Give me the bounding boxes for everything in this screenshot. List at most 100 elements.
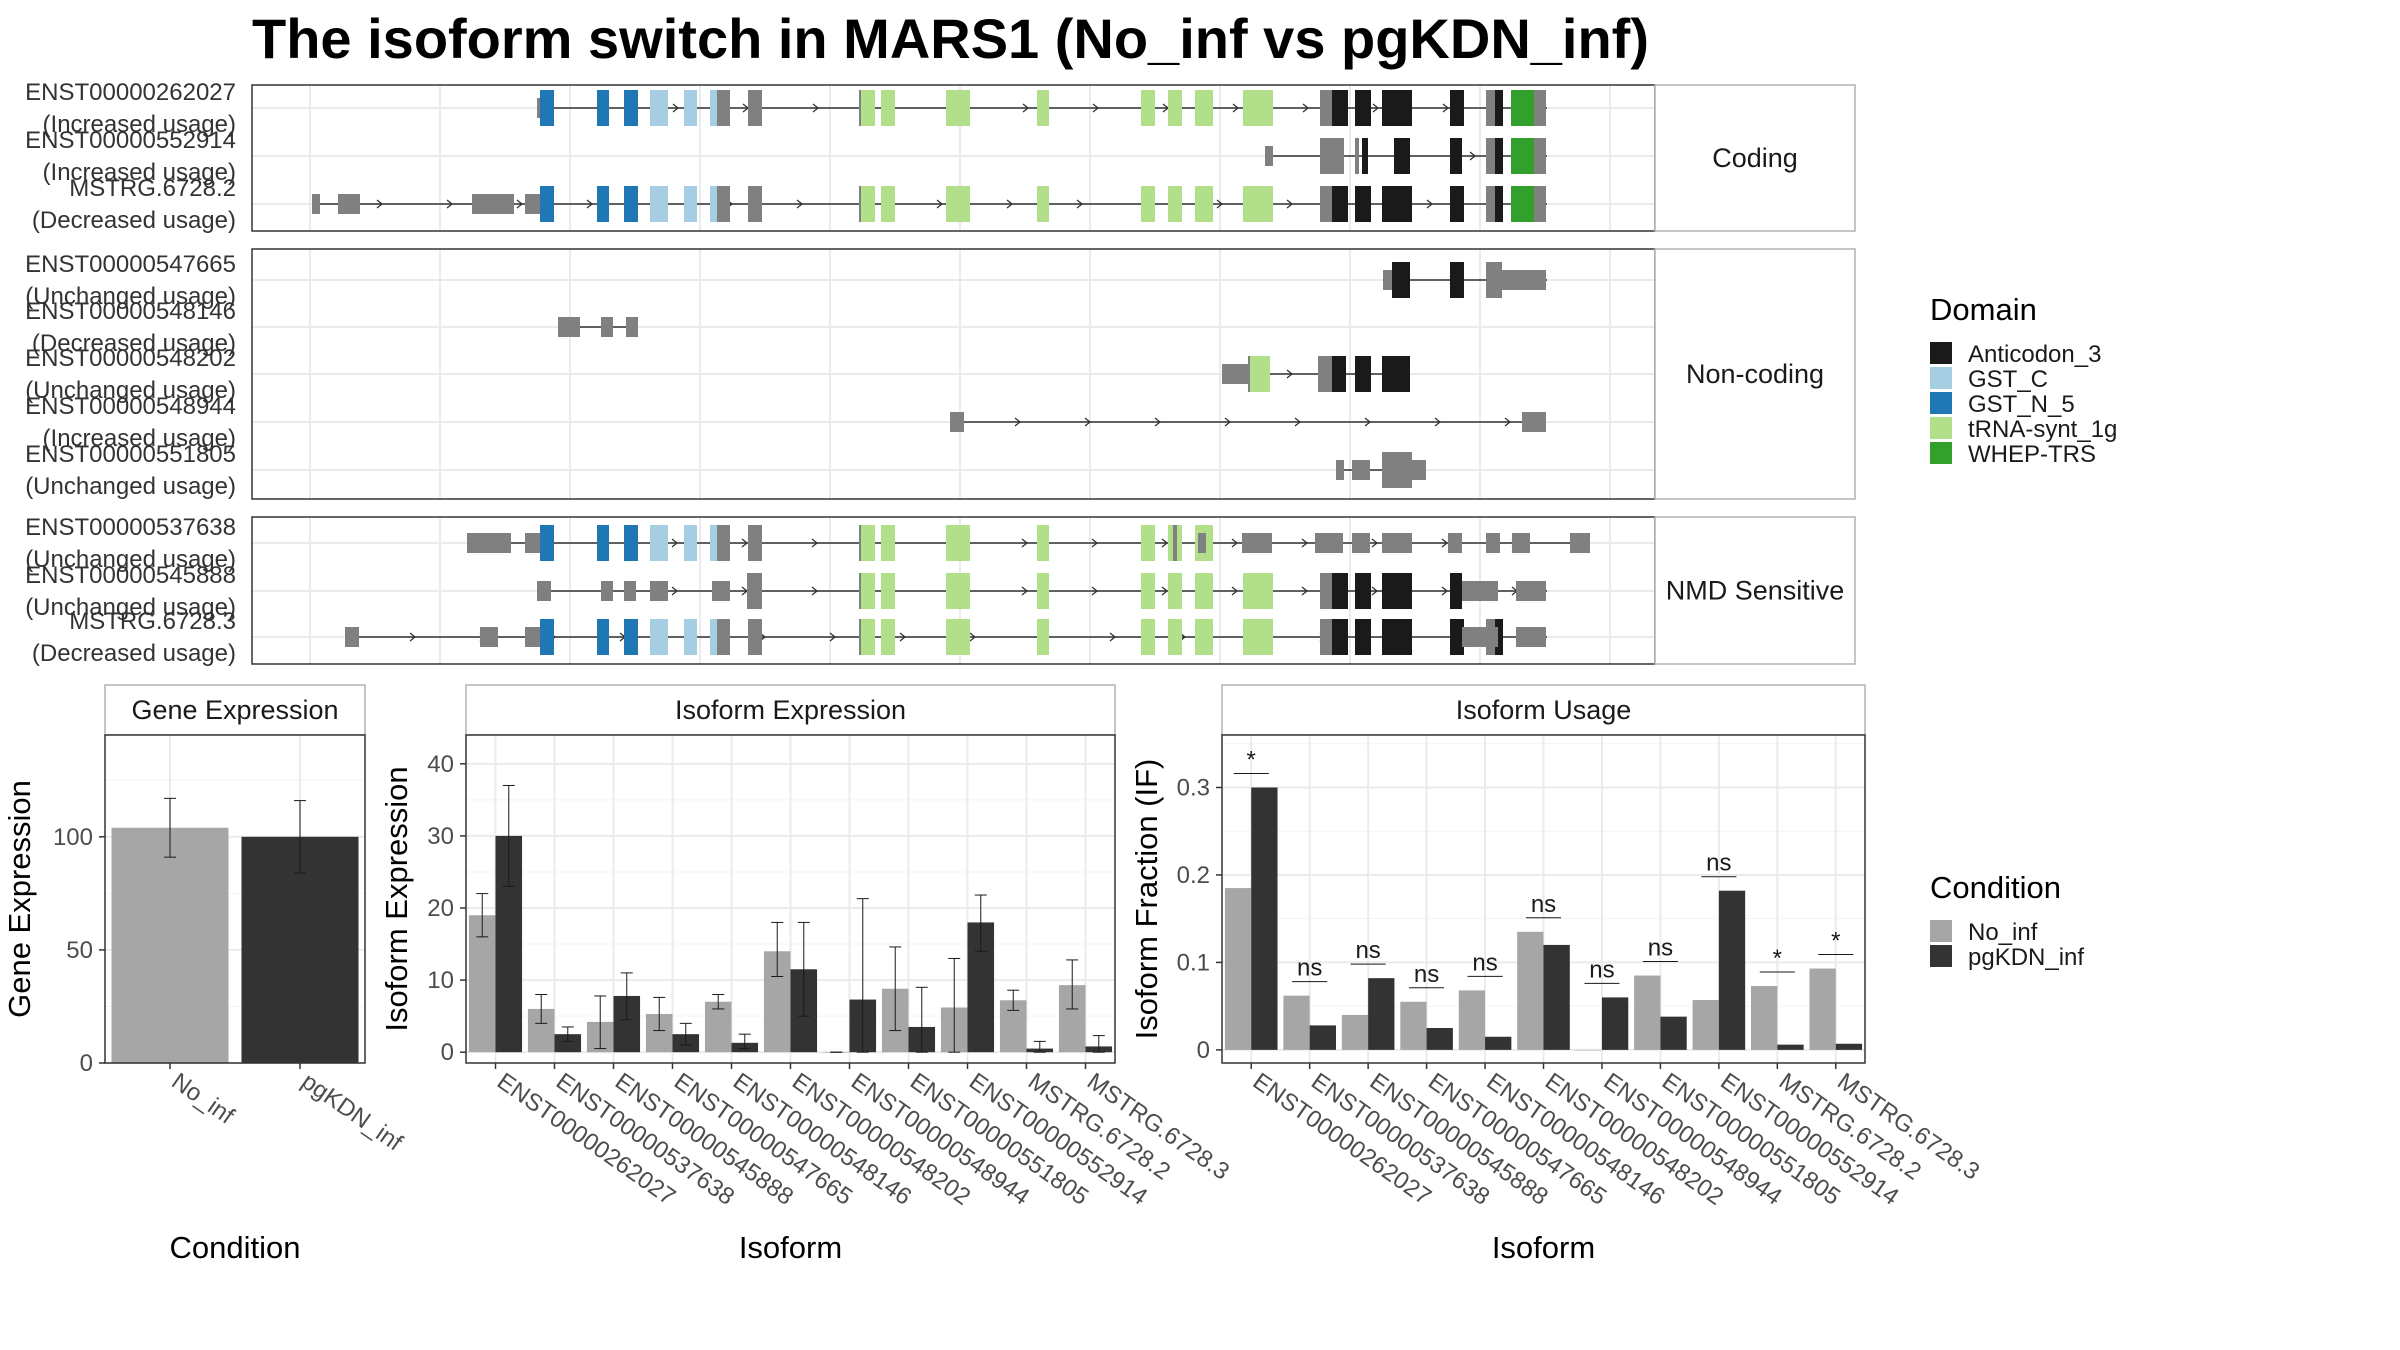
legend-label: Anticodon_3 [1968, 341, 2101, 368]
transcript-usage-label: (Increased usage) [43, 159, 236, 186]
y-tick-label: 40 [427, 751, 454, 778]
exon-block [1352, 460, 1370, 480]
error-bar [294, 800, 306, 874]
transcript-row: ENST00000545888 (Unchanged usage) [25, 562, 1547, 621]
exon-block [1450, 262, 1464, 298]
exon-block [601, 317, 613, 337]
exon-block [1511, 138, 1535, 174]
exon-block [717, 186, 730, 222]
exon-block [1392, 262, 1410, 298]
transcript-id-label: ENST00000548146 [25, 298, 236, 325]
exon-block [946, 619, 970, 655]
transcript-row: ENST00000548146 (Decreased usage) [25, 298, 638, 357]
intron-direction-arrow [1231, 586, 1239, 596]
exon-block [597, 619, 609, 655]
transcript-row: ENST00000552914 (Increased usage) [25, 127, 1547, 186]
exon-block [1355, 356, 1371, 392]
exon-block [597, 90, 609, 126]
exon-block [1462, 627, 1498, 647]
error-bar [561, 1026, 574, 1042]
exon-block [1141, 90, 1155, 126]
exon-block [1141, 525, 1155, 561]
exon-block [1462, 581, 1498, 601]
exon-block [1362, 138, 1368, 174]
exon-block [946, 573, 970, 609]
exon-block [1195, 186, 1213, 222]
legend-label: tRNA-synt_1g [1968, 416, 2117, 443]
intron-direction-arrow [1302, 103, 1310, 113]
y-axis-title: Isoform Fraction (IF) [1129, 759, 1164, 1040]
error-bar [771, 921, 784, 977]
error-bar [653, 996, 666, 1032]
exon-block [1332, 619, 1348, 655]
transcript-usage-label: (Unchanged usage) [25, 473, 236, 500]
exon-block [1355, 90, 1371, 126]
intron-direction-arrow [796, 199, 804, 209]
exon-block [861, 90, 875, 126]
significance-label: ns [1706, 850, 1731, 877]
legend-swatch [1930, 442, 1952, 464]
exon-block [480, 627, 498, 647]
error-bar [535, 994, 548, 1024]
exon-block [1198, 533, 1206, 553]
exon-block [1382, 452, 1412, 488]
bar [1224, 888, 1252, 1050]
transcript-usage-label: (Decreased usage) [32, 640, 236, 667]
exon-block [684, 186, 697, 222]
exon-block [1318, 356, 1332, 392]
exon-block [881, 525, 895, 561]
exon-block [1037, 186, 1049, 222]
bar [468, 915, 496, 1053]
significance-label: ns [1472, 949, 1497, 976]
legend-label: pgKDN_inf [1968, 944, 2084, 971]
y-tick-label: 0 [80, 1050, 93, 1077]
transcript-row: ENST00000551805 (Unchanged usage) [25, 441, 1426, 500]
error-bar [712, 994, 725, 1010]
intron-direction-arrow [1224, 417, 1232, 427]
intron-direction-arrow [1091, 586, 1099, 596]
bar [1426, 1028, 1453, 1050]
transcript-usage-label: (Decreased usage) [32, 330, 236, 357]
facet-strip-label: Coding [1712, 143, 1798, 173]
intron-direction-arrow [936, 199, 944, 209]
intron-direction-arrow [1441, 586, 1449, 596]
exon-block [626, 317, 638, 337]
exon-block [1408, 460, 1426, 480]
transcript-id-label: ENST00000545888 [25, 562, 236, 589]
exon-block [1534, 186, 1546, 222]
facet-strip [1654, 248, 1856, 500]
transcript-usage-label: (Unchanged usage) [25, 546, 236, 573]
y-tick-label: 50 [66, 937, 93, 964]
bar [704, 1001, 732, 1053]
exon-block [525, 627, 543, 647]
exon-block [717, 525, 730, 561]
x-axis-title: Condition [170, 1230, 301, 1265]
bar [1809, 968, 1836, 1050]
intron-direction-arrow [1006, 199, 1014, 209]
exon-block [1355, 619, 1371, 655]
x-axis-title: Isoform [1492, 1230, 1595, 1265]
exon-block [624, 525, 638, 561]
bar [111, 827, 229, 1063]
exon-block [684, 90, 697, 126]
significance-label: ns [1589, 956, 1614, 983]
error-bar [1007, 989, 1020, 1011]
intron-direction-arrow [671, 586, 679, 596]
bar [1575, 1049, 1602, 1051]
exon-block [1242, 533, 1272, 553]
bar [1309, 1025, 1336, 1050]
exon-block [1512, 533, 1530, 553]
y-tick-label: 0.3 [1177, 774, 1210, 801]
intron-direction-arrow [1301, 538, 1309, 548]
error-bar [797, 921, 810, 1017]
intron-direction-arrow [1231, 538, 1239, 548]
exon-block [748, 186, 762, 222]
exon-block [1141, 186, 1155, 222]
exon-block [1332, 573, 1348, 609]
exon-block [624, 581, 636, 601]
bar [1283, 995, 1310, 1050]
gene-expression-chart: Gene Expression No_inf pgKDN_inf 0 50 100 Cond… [2, 684, 407, 1265]
exon-block [1355, 138, 1359, 174]
